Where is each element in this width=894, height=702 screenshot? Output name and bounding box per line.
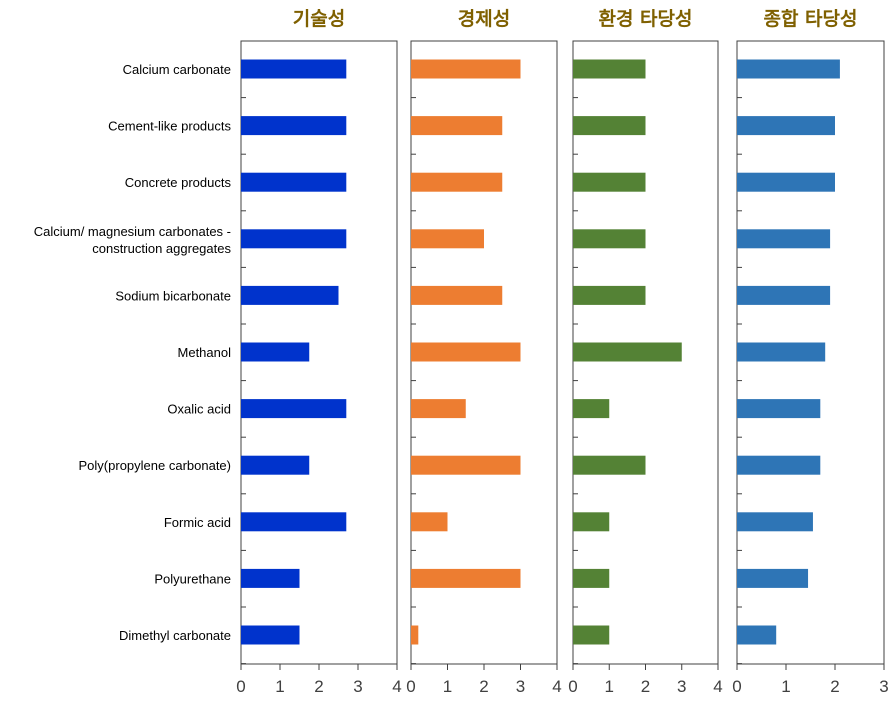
- bar: [411, 568, 521, 588]
- bar: [737, 59, 840, 79]
- bar: [411, 116, 503, 136]
- x-tick-label: 2: [641, 677, 650, 696]
- bar: [573, 625, 610, 645]
- bar: [411, 342, 521, 362]
- x-tick-label: 2: [830, 677, 839, 696]
- bar: [573, 512, 610, 532]
- bar: [737, 455, 821, 475]
- bar: [573, 399, 610, 419]
- bar: [411, 625, 419, 645]
- bar: [737, 512, 813, 532]
- category-label: Cement-like products: [108, 119, 231, 134]
- x-tick-label: 1: [605, 677, 614, 696]
- category-label: Calcium/ magnesium carbonates -construct…: [34, 224, 232, 256]
- x-tick-label: 3: [516, 677, 525, 696]
- bar: [573, 172, 646, 192]
- bar: [241, 399, 347, 419]
- bar: [411, 229, 484, 249]
- x-tick-label: 0: [568, 677, 577, 696]
- x-tick-label: 4: [392, 677, 401, 696]
- bar: [573, 59, 646, 79]
- bar: [737, 568, 809, 588]
- panel-title: 경제성: [458, 8, 510, 30]
- x-tick-label: 4: [713, 677, 722, 696]
- category-label: Sodium bicarbonate: [115, 288, 231, 303]
- x-tick-label: 0: [236, 677, 245, 696]
- bar: [241, 342, 310, 362]
- panel-title: 종합 타당성: [763, 8, 857, 30]
- bar: [737, 342, 826, 362]
- bar: [241, 568, 300, 588]
- x-tick-label: 2: [314, 677, 323, 696]
- x-tick-label: 4: [552, 677, 561, 696]
- bar: [241, 455, 310, 475]
- x-tick-label: 2: [479, 677, 488, 696]
- bar: [573, 116, 646, 136]
- panel-title: 환경 타당성: [598, 8, 692, 30]
- panel-title: 기술성: [293, 8, 345, 30]
- category-label: Oxalic acid: [167, 402, 231, 417]
- bar: [737, 229, 831, 249]
- x-tick-label: 0: [406, 677, 415, 696]
- bar: [573, 455, 646, 475]
- category-label: Concrete products: [125, 175, 232, 190]
- x-tick-label: 1: [443, 677, 452, 696]
- x-tick-label: 3: [353, 677, 362, 696]
- bar: [573, 342, 682, 362]
- bar: [573, 285, 646, 305]
- bar: [241, 229, 347, 249]
- bar: [411, 285, 503, 305]
- bar: [241, 625, 300, 645]
- category-label: Formic acid: [164, 515, 231, 530]
- bar: [241, 116, 347, 136]
- bar: [241, 172, 347, 192]
- bar: [411, 455, 521, 475]
- bar: [737, 116, 835, 136]
- bar: [241, 59, 347, 79]
- bar: [241, 512, 347, 532]
- x-tick-label: 0: [732, 677, 741, 696]
- x-tick-label: 1: [781, 677, 790, 696]
- x-tick-label: 3: [677, 677, 686, 696]
- category-label: Poly(propylene carbonate): [79, 458, 231, 473]
- category-label: Calcium carbonate: [123, 62, 231, 77]
- bar: [737, 172, 835, 192]
- x-tick-label: 3: [879, 677, 888, 696]
- x-tick-label: 1: [275, 677, 284, 696]
- bar: [411, 512, 448, 532]
- bar: [737, 399, 821, 419]
- bar: [411, 59, 521, 79]
- bar: [737, 285, 831, 305]
- bar: [573, 568, 610, 588]
- category-label: Polyurethane: [154, 571, 231, 586]
- bar: [737, 625, 777, 645]
- bar: [411, 172, 503, 192]
- bar: [411, 399, 466, 419]
- bar: [573, 229, 646, 249]
- category-label: Dimethyl carbonate: [119, 628, 231, 643]
- bar: [241, 285, 339, 305]
- category-label: Methanol: [178, 345, 232, 360]
